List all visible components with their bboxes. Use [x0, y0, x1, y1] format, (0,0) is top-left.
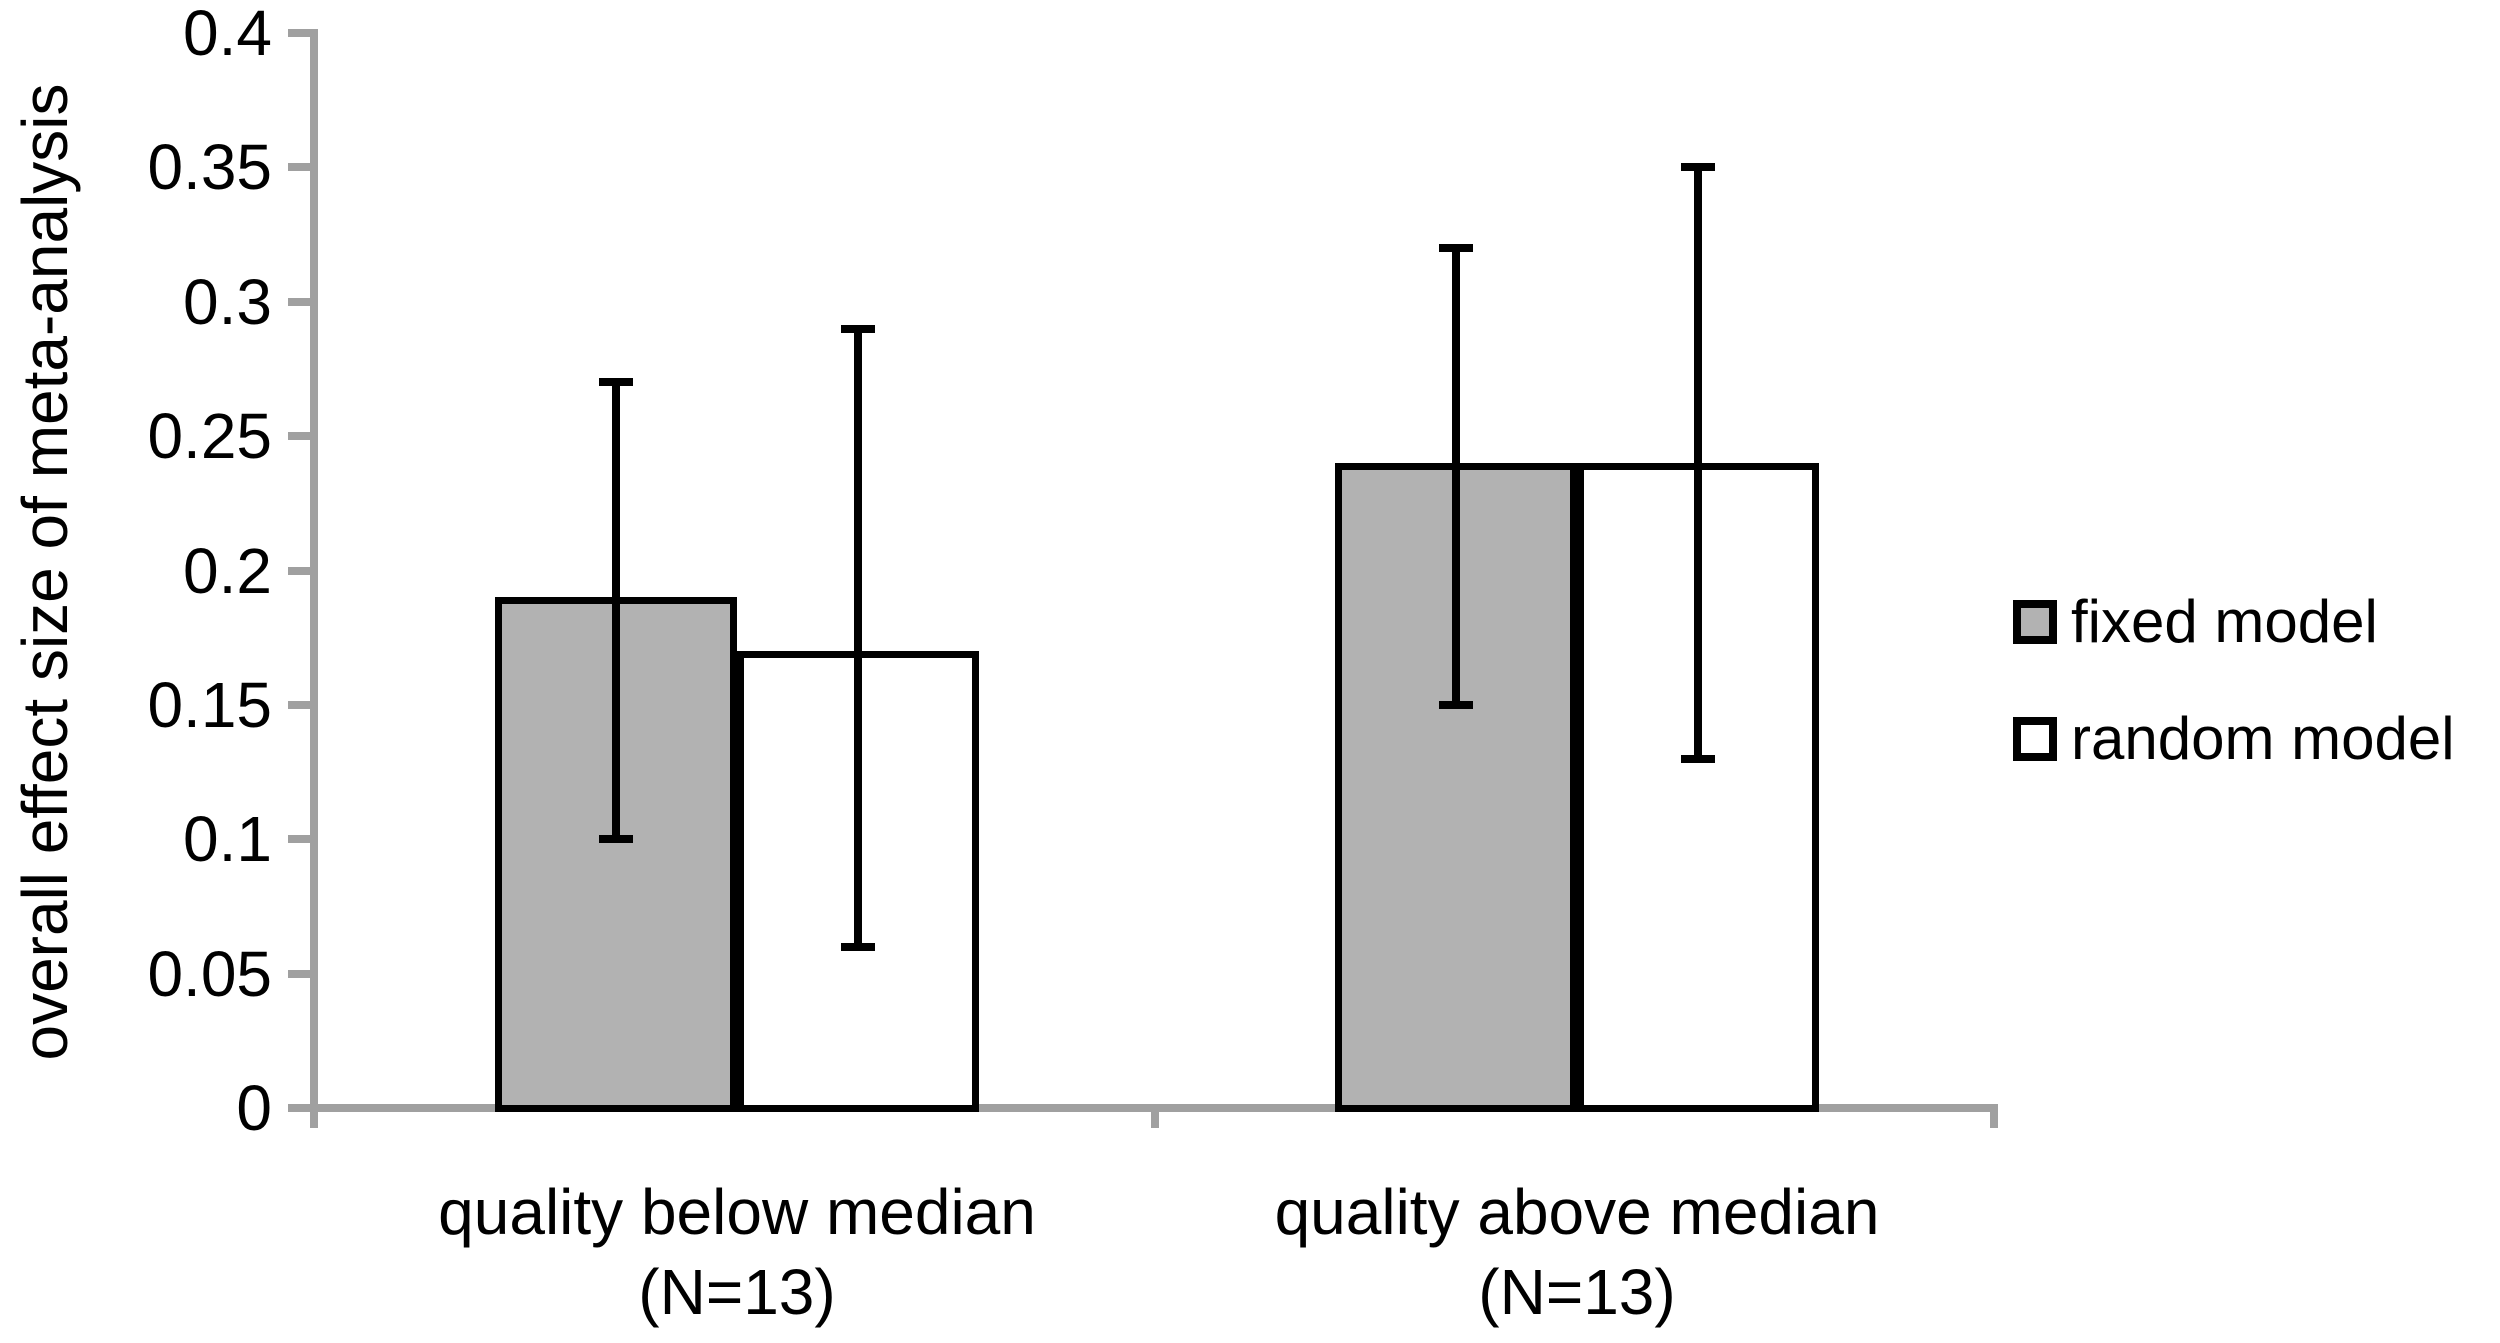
y-tick-mark [288, 432, 310, 441]
y-tick-mark [288, 163, 310, 172]
y-tick-mark [288, 297, 310, 306]
y-tick-label: 0.05 [147, 937, 272, 1010]
error-bar-cap-bottom-random-cat0 [841, 942, 875, 951]
error-bar-cap-top-random-cat1 [1681, 163, 1715, 172]
y-tick-mark [288, 566, 310, 575]
y-tick-label: 0 [236, 1072, 272, 1144]
category-label-line2: (N=13) [638, 1256, 836, 1328]
legend-swatch-fixed-model [2013, 600, 2057, 644]
error-bar-cap-top-random-cat0 [841, 324, 875, 333]
error-bar-cap-bottom-random-cat1 [1681, 754, 1715, 763]
error-bar-line-fixed-cat0 [612, 382, 620, 840]
error-bar-cap-top-fixed-cat0 [599, 378, 633, 387]
y-tick-mark [288, 29, 310, 37]
y-tick-label: 0.1 [183, 803, 272, 876]
y-tick-label: 0.25 [147, 400, 272, 473]
y-tick-label: 0.15 [147, 668, 272, 741]
error-bar-line-random-cat1 [1694, 167, 1702, 759]
y-tick-label: 0.35 [147, 131, 272, 204]
category-label-line1: quality above median [1274, 1176, 1880, 1248]
legend-label-random-model: random model [2071, 705, 2455, 772]
y-axis-title: overall effect size of meta-analysis [9, 83, 81, 1061]
category-label-below-median: quality below median (N=13) [287, 1172, 1187, 1332]
legend-item-random-model: random model [2013, 709, 2455, 769]
y-tick-mark [288, 1104, 310, 1112]
y-axis-line [310, 29, 318, 1128]
legend-item-fixed-model: fixed model [2013, 592, 2378, 652]
y-tick-mark [288, 700, 310, 709]
y-tick-label: 0.3 [183, 265, 272, 338]
error-bar-cap-bottom-fixed-cat0 [599, 835, 633, 844]
error-bar-cap-bottom-fixed-cat1 [1439, 700, 1473, 709]
legend-label-fixed-model: fixed model [2071, 588, 2378, 655]
y-tick-label: 0.2 [183, 534, 272, 607]
x-tick-mark [1990, 1108, 1998, 1128]
y-tick-mark [288, 969, 310, 978]
error-bar-line-fixed-cat1 [1452, 248, 1460, 705]
category-label-line1: quality below median [438, 1176, 1036, 1248]
y-tick-mark [288, 835, 310, 844]
y-tick-label: 0.4 [183, 0, 272, 69]
category-label-above-median: quality above median (N=13) [1127, 1172, 2027, 1332]
category-label-line2: (N=13) [1478, 1256, 1676, 1328]
legend-swatch-random-model [2013, 717, 2057, 761]
error-bar-line-random-cat0 [854, 328, 862, 947]
error-bar-cap-top-fixed-cat1 [1439, 244, 1473, 252]
x-tick-mark [1151, 1108, 1159, 1128]
